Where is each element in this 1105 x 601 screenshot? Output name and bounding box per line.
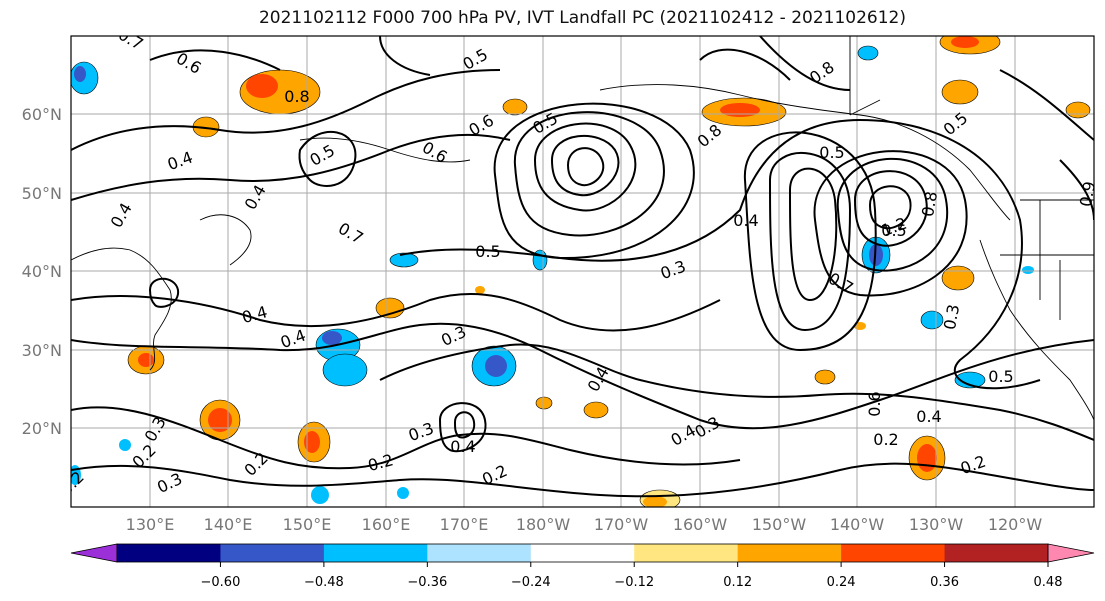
colorbar-segment: [634, 544, 739, 562]
colorbar-tick-label: 0.48: [1034, 575, 1063, 590]
latitude-tick-labels: 60°N 50°N 40°N 30°N 20°N: [22, 105, 62, 438]
contour-label: 0.3: [940, 303, 963, 331]
map-frame: [70, 35, 1095, 508]
colorbar-tick-label: −0.12: [614, 575, 654, 590]
lon-tick-label: 150°W: [752, 515, 807, 534]
contour-label: 0.9: [1076, 180, 1099, 208]
lon-tick-label: 140°E: [204, 515, 253, 534]
colorbar-tick-label: 0.24: [827, 575, 856, 590]
lat-tick-label: 50°N: [22, 184, 62, 203]
contour-label: 0.4: [450, 437, 475, 456]
pv-contours: [71, 36, 1094, 498]
contour-labels: 0.70.60.80.5 0.60.40.40.40.70.50.30.40.4 0…: [71, 36, 1099, 499]
colorbar-segment: [737, 544, 842, 562]
shading-layer: [71, 36, 1091, 507]
lon-tick-label: 160°W: [673, 515, 728, 534]
colorbar-tick-label: −0.60: [201, 575, 241, 590]
contour-label: 0.8: [918, 190, 941, 218]
colorbar-segment: [220, 544, 325, 562]
colorbar-tick-label: 0.36: [930, 575, 959, 590]
lon-tick-label: 170°W: [594, 515, 649, 534]
lat-tick-label: 30°N: [22, 341, 62, 360]
contour-label: 0.5: [819, 143, 844, 162]
colorbar-tick-label: −0.24: [511, 575, 551, 590]
colorbar: −0.60 −0.48 −0.36 −0.24 −0.12 0.12 0.24 0.36 0.4…: [70, 543, 1095, 590]
colorbar-segment: [117, 544, 221, 562]
colorbar-segment: [841, 544, 946, 562]
contour-label: 0.8: [284, 87, 309, 106]
lon-tick-label: 130°E: [126, 515, 175, 534]
colorbar-segment: [427, 544, 532, 562]
lon-tick-label: 170°E: [440, 515, 489, 534]
contour-label: 0.5: [475, 242, 500, 261]
contour-label: 0.6: [865, 391, 884, 416]
colorbar-tick-label: 0.12: [723, 575, 752, 590]
contour-label: 0.4: [240, 302, 270, 327]
colorbar-segment: [530, 544, 635, 562]
longitude-tick-labels: 130°E 140°E 150°E 160°E 170°E 180°W 170°W 160°W…: [126, 515, 1043, 534]
lat-tick-label: 20°N: [22, 419, 62, 438]
contour-label: 0.4: [733, 211, 758, 230]
contour-label: 0.5: [988, 367, 1013, 386]
contour-label: 0.4: [916, 407, 941, 426]
colorbar-tick-label: −0.36: [407, 575, 447, 590]
contour-label: 0.2: [366, 450, 396, 475]
lon-tick-label: 120°W: [988, 515, 1043, 534]
contour-label: 0.2: [873, 430, 898, 449]
lat-tick-label: 60°N: [22, 105, 62, 124]
figure-title: 2021102112 F000 700 hPa PV, IVT Landfall…: [258, 8, 906, 28]
colorbar-extend-high: [1047, 543, 1095, 563]
lon-tick-label: 180°W: [516, 515, 571, 534]
colorbar-segment: [944, 544, 1049, 562]
colorbar-extend-low: [70, 543, 118, 563]
lon-tick-label: 130°W: [909, 515, 964, 534]
lat-tick-label: 40°N: [22, 262, 62, 281]
colorbar-segment: [323, 544, 428, 562]
lon-tick-label: 140°W: [830, 515, 885, 534]
lon-tick-label: 160°E: [362, 515, 411, 534]
coastlines: [71, 36, 1094, 421]
lon-tick-label: 150°E: [283, 515, 332, 534]
colorbar-tick-label: −0.48: [304, 575, 344, 590]
contour-label: 0.5: [881, 221, 906, 240]
